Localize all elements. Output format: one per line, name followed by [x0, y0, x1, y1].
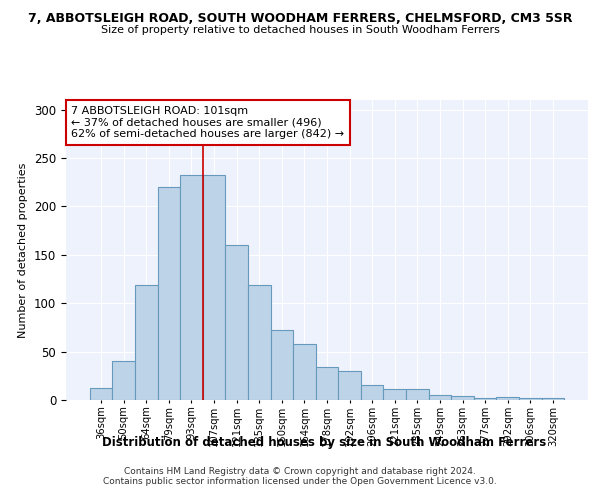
Bar [496, 397, 519, 400]
Text: Contains HM Land Registry data © Crown copyright and database right 2024.: Contains HM Land Registry data © Crown c… [124, 467, 476, 476]
Bar [248, 285, 271, 400]
Bar [406, 390, 428, 400]
Text: 7 ABBOTSLEIGH ROAD: 101sqm
← 37% of detached houses are smaller (496)
62% of sem: 7 ABBOTSLEIGH ROAD: 101sqm ← 37% of deta… [71, 106, 344, 139]
Bar [180, 176, 203, 400]
Text: 7, ABBOTSLEIGH ROAD, SOUTH WOODHAM FERRERS, CHELMSFORD, CM3 5SR: 7, ABBOTSLEIGH ROAD, SOUTH WOODHAM FERRE… [28, 12, 572, 26]
Bar [338, 371, 361, 400]
Bar [112, 362, 135, 400]
Bar [293, 344, 316, 400]
Bar [203, 176, 226, 400]
Bar [271, 330, 293, 400]
Text: Distribution of detached houses by size in South Woodham Ferrers: Distribution of detached houses by size … [102, 436, 546, 449]
Bar [158, 187, 180, 400]
Text: Contains public sector information licensed under the Open Government Licence v3: Contains public sector information licen… [103, 477, 497, 486]
Y-axis label: Number of detached properties: Number of detached properties [19, 162, 28, 338]
Bar [90, 388, 112, 400]
Bar [474, 398, 496, 400]
Bar [428, 395, 451, 400]
Bar [316, 367, 338, 400]
Bar [519, 398, 542, 400]
Bar [135, 285, 158, 400]
Bar [226, 245, 248, 400]
Bar [383, 390, 406, 400]
Bar [542, 398, 564, 400]
Text: Size of property relative to detached houses in South Woodham Ferrers: Size of property relative to detached ho… [101, 25, 499, 35]
Bar [451, 396, 474, 400]
Bar [361, 386, 383, 400]
